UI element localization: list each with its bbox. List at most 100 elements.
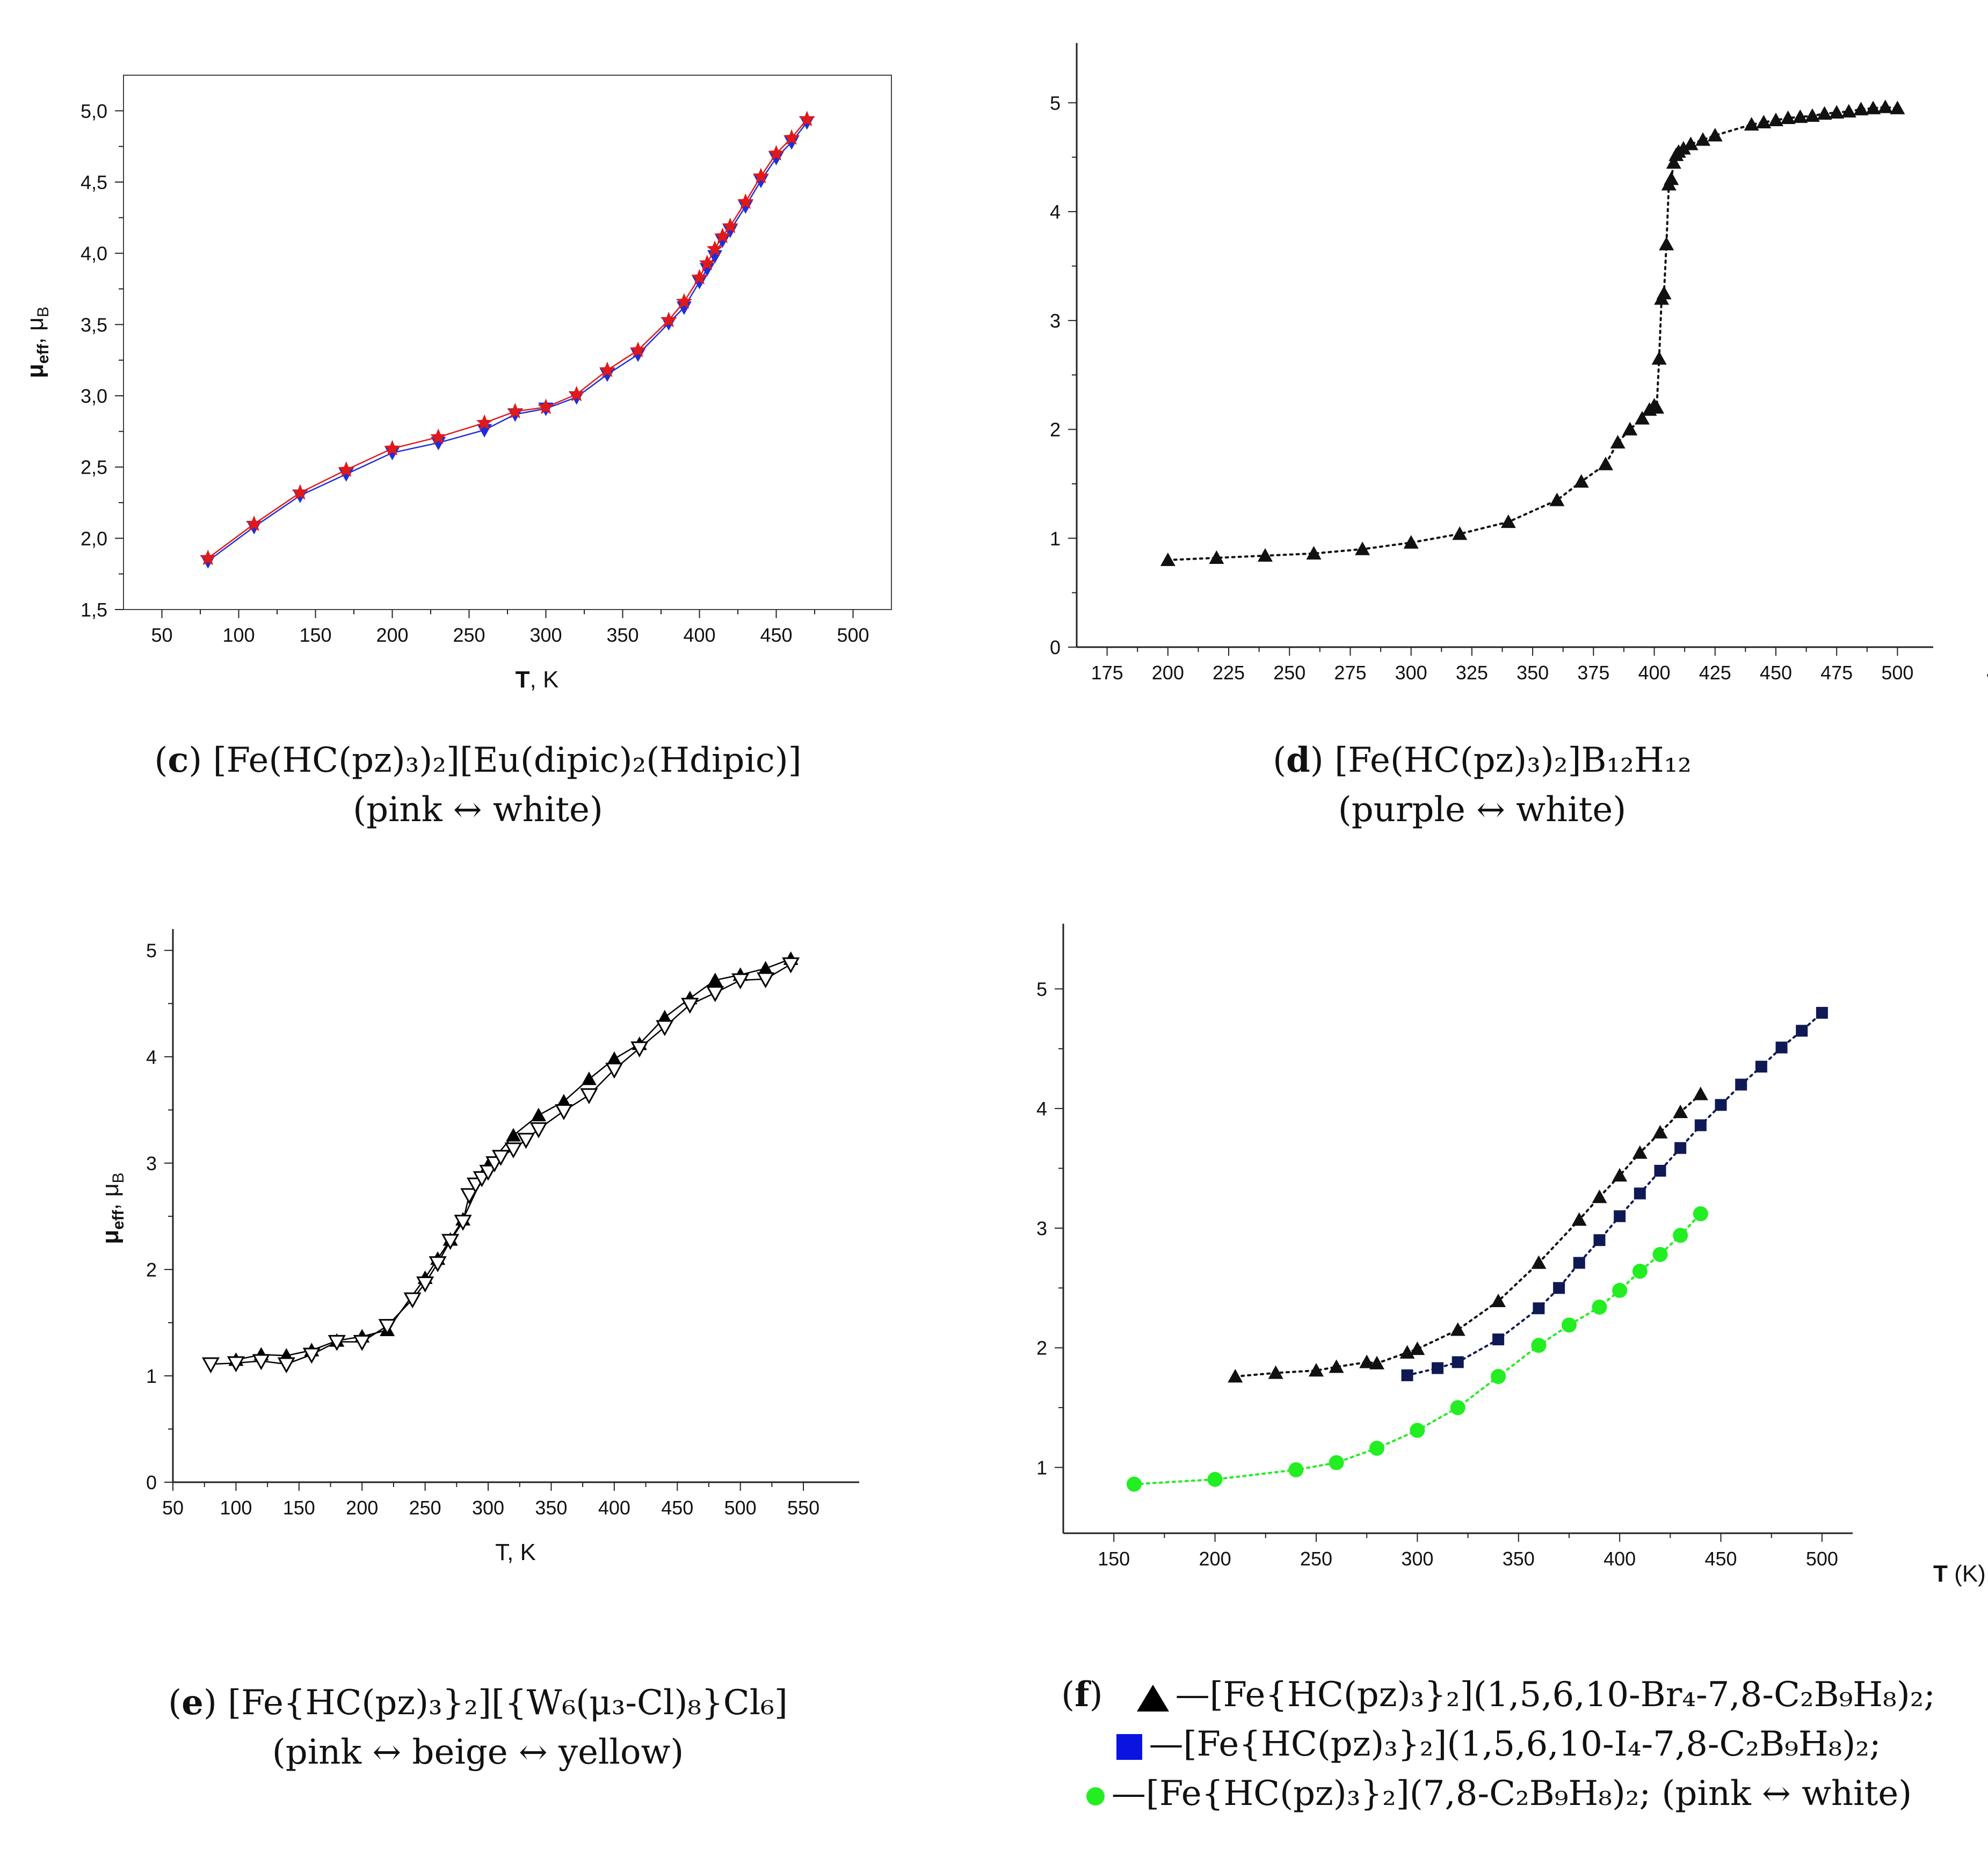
data-point (227, 1356, 245, 1373)
caption-c-line2: (pink ↔ white) (353, 790, 603, 830)
data-point (706, 240, 723, 256)
y-tick-label: 5 (146, 940, 157, 962)
data-point (1257, 548, 1273, 562)
series-I4 (1401, 1006, 1828, 1381)
data-point (758, 961, 773, 975)
caption-f-line2: —[Fe{HC(pz)₃}₂](1,5,6,10-I₄-7,8-C₂B₉H₈)₂… (1149, 1724, 1881, 1764)
data-point (752, 168, 770, 184)
data-point (1452, 1356, 1464, 1368)
series-cooling (201, 957, 800, 1374)
data-point (1890, 100, 1905, 114)
x-tick-label: 400 (1638, 662, 1670, 684)
y-axis-label-unit-sub: B (34, 307, 52, 317)
data-point (568, 386, 585, 402)
data-point (1531, 1255, 1547, 1269)
x-tick-label: 500 (1881, 662, 1913, 684)
data-point (476, 414, 493, 430)
x-tick-label: 175 (1091, 662, 1123, 684)
y-axis-label-symbol: μ (97, 1230, 124, 1244)
series-line (207, 119, 808, 559)
data-point (1126, 1476, 1142, 1492)
data-point (531, 1107, 546, 1121)
y-axis-label-sub: eff (34, 344, 52, 364)
data-point (1796, 1025, 1808, 1037)
x-tick-label: 300 (472, 1497, 504, 1519)
data-point (384, 440, 401, 456)
data-point (1804, 108, 1820, 122)
x-tick-label: 425 (1699, 662, 1731, 684)
x-tick-label: 350 (1517, 662, 1549, 684)
data-point (715, 234, 730, 248)
data-point (1450, 1322, 1465, 1336)
data-point (1659, 236, 1674, 251)
data-point (1674, 1142, 1687, 1154)
data-point (302, 1347, 321, 1364)
series-line (1166, 106, 1899, 561)
data-point (1693, 1086, 1708, 1100)
data-point (692, 275, 707, 289)
data-point (657, 1010, 672, 1024)
data-point (753, 175, 768, 188)
x-tick-label: 400 (598, 1497, 630, 1519)
data-point (1652, 1246, 1668, 1262)
x-tick-label: 350 (535, 1497, 567, 1519)
data-point (1403, 535, 1419, 549)
y-axis-label-unit-sub: B (110, 1172, 127, 1183)
data-point (606, 1051, 622, 1065)
legend-circle-icon (1086, 1787, 1105, 1806)
data-point (1707, 128, 1723, 142)
data-point (580, 1088, 598, 1105)
data-point (1780, 110, 1796, 124)
data-point (1634, 1187, 1646, 1200)
data-point (1329, 1359, 1344, 1373)
series-line (235, 958, 792, 1361)
data-point (1756, 114, 1772, 129)
data-point (1592, 1299, 1607, 1315)
data-point (1369, 1355, 1384, 1369)
data-point (199, 549, 216, 565)
data-point (1491, 1293, 1506, 1308)
x-tick-label: 150 (299, 624, 331, 646)
x-tick-label: 225 (1213, 662, 1245, 684)
series-line (1234, 1093, 1702, 1378)
y-tick-label: 3 (1050, 310, 1061, 332)
x-axis-label-symbol: T (1987, 669, 1988, 695)
data-point (1573, 1257, 1585, 1269)
data-point (1410, 1341, 1425, 1355)
x-tick-label: 150 (283, 1497, 315, 1519)
y-tick-label: 3,0 (81, 385, 107, 407)
x-axis-label-unit: (K) (1948, 1561, 1986, 1587)
y-tick-label: 5 (1036, 978, 1047, 1000)
caption-e: (e) [Fe{HC(pz)₃}₂][{W₆(μ₃-Cl)₈}Cl₆] (pin… (54, 1678, 902, 1777)
x-tick-label: 500 (837, 624, 869, 646)
data-point (1654, 1165, 1666, 1177)
data-point (556, 1093, 571, 1108)
y-tick-label: 1 (146, 1365, 157, 1387)
data-point (460, 1188, 478, 1205)
y-axis-label: μeff, μB (22, 307, 52, 378)
x-tick-label: 100 (222, 624, 255, 646)
data-point (783, 129, 800, 145)
data-point (328, 1335, 346, 1351)
caption-d-letter: d (1286, 740, 1310, 780)
y-axis-label-sub: eff (110, 1209, 127, 1230)
data-point (629, 341, 647, 358)
data-point (1612, 1282, 1628, 1298)
data-point (1553, 1282, 1565, 1294)
data-point (555, 1104, 573, 1120)
data-point (506, 1128, 521, 1142)
y-tick-label: 2 (1036, 1337, 1047, 1359)
data-point (605, 1062, 623, 1079)
data-point (529, 1122, 548, 1139)
y-tick-label: 2 (1050, 419, 1061, 441)
data-point (1683, 136, 1699, 150)
y-tick-label: 1,5 (81, 599, 107, 621)
data-point (1492, 1333, 1505, 1346)
data-point (1355, 541, 1370, 555)
x-axis-label-symbol: T (516, 666, 530, 693)
data-point (714, 227, 731, 243)
y-tick-label: 5,0 (81, 100, 107, 122)
data-point (1634, 411, 1650, 425)
data-point (1593, 1234, 1606, 1246)
y-tick-label: 4 (1036, 1098, 1047, 1120)
